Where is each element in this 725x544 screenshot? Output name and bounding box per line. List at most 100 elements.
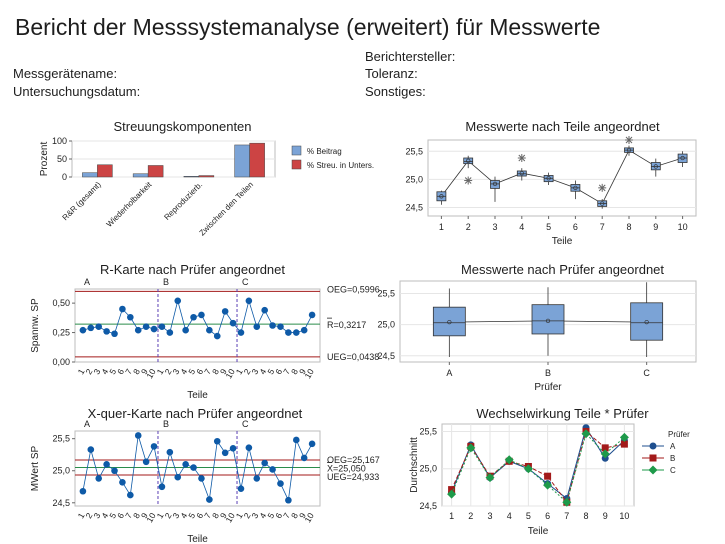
r-chart-xtick-label: 8 xyxy=(210,367,221,376)
xbar-chart-point xyxy=(182,461,189,468)
r-chart-xtick-label: 10 xyxy=(144,367,158,380)
by-part-xlabel: Teile xyxy=(552,236,573,247)
interaction-xtick-label: 3 xyxy=(487,511,492,521)
interaction-xtick-label: 6 xyxy=(545,511,550,521)
r-chart-xtick-label: 1 xyxy=(155,367,166,376)
interaction-legend-marker xyxy=(648,465,658,475)
r-chart-point xyxy=(237,329,245,336)
r-chart-xtick-label: 6 xyxy=(194,367,205,376)
xbar-chart-xtick-label: 2 xyxy=(84,511,95,520)
by-operator-mean-marker xyxy=(447,319,452,325)
by-part-mean-marker xyxy=(492,181,498,187)
xbar-chart-xtick-label: 6 xyxy=(115,511,126,520)
interaction-point xyxy=(544,472,552,480)
xbar-chart-xtick-label: 8 xyxy=(289,511,300,520)
interaction-point xyxy=(466,443,476,453)
r-chart-center-label: R=0,3217 xyxy=(327,320,366,330)
xbar-chart-xtick-label: 3 xyxy=(249,511,260,520)
interaction-point xyxy=(601,444,609,452)
by-part-outlier xyxy=(517,154,526,163)
r-chart-point xyxy=(285,329,292,336)
r-chart-point xyxy=(79,326,87,334)
xbar-chart-frame xyxy=(74,430,321,507)
xbar-chart-group-label: C xyxy=(242,419,249,429)
variance-bar xyxy=(249,142,265,178)
r-chart-point xyxy=(174,297,182,305)
xbar-chart-group-label: B xyxy=(163,419,169,429)
interaction-legend-label: C xyxy=(670,466,676,475)
interaction-xtick-label: 5 xyxy=(526,511,531,521)
by-operator-mean-marker xyxy=(545,318,551,324)
r-chart-xtick-label: 7 xyxy=(202,367,213,376)
interaction-point xyxy=(543,480,553,490)
r-chart-group-label: B xyxy=(163,277,169,287)
by-operator-xlabel: Prüfer xyxy=(534,382,562,393)
xbar-chart-point xyxy=(127,491,134,499)
r-chart-xtick-label: 3 xyxy=(91,367,102,376)
r-chart-xtick-label: 3 xyxy=(249,367,260,376)
r-chart-point xyxy=(198,311,205,319)
r-chart-point xyxy=(229,319,237,327)
r-chart-point xyxy=(190,313,197,321)
by-part-mean-marker xyxy=(439,194,444,199)
xbar-chart-xtick-label: 10 xyxy=(223,511,237,524)
interaction-point xyxy=(562,497,572,507)
xbar-chart-point xyxy=(213,437,221,445)
variance-bar xyxy=(234,144,250,178)
interaction-legend-marker xyxy=(649,442,657,450)
xbar-chart-xtick-label: 1 xyxy=(76,511,87,520)
r-chart-xtick-label: 3 xyxy=(170,367,181,376)
r-chart-xtick-label: 6 xyxy=(115,367,126,376)
by-part-mean-marker xyxy=(519,171,524,176)
by-operator-ytick-label: 25,0 xyxy=(377,320,395,330)
by-part-mean-marker xyxy=(546,176,551,181)
r-chart-xtick-label: 9 xyxy=(139,367,150,376)
xbar-chart-xlabel: Teile xyxy=(187,534,208,544)
r-chart-group-label: A xyxy=(84,277,90,287)
r-chart-point xyxy=(182,326,189,334)
by-part-outlier xyxy=(464,176,473,185)
r-chart-xtick-label: 4 xyxy=(99,367,110,376)
by-operator-xtick-label: B xyxy=(545,368,551,378)
xbar-chart-xtick-label: 8 xyxy=(210,511,221,520)
r-chart-xtick-label: 10 xyxy=(223,367,237,380)
by-part-box xyxy=(463,157,474,165)
by-operator-mean-marker xyxy=(644,319,649,325)
r-chart-title: R-Karte nach Prüfer angeordnet xyxy=(100,262,285,277)
by-part-xtick-label: 4 xyxy=(519,222,524,232)
xbar-chart-xtick-label: 5 xyxy=(265,511,276,520)
xbar-chart-xtick-label: 3 xyxy=(170,511,181,520)
xbar-chart-point xyxy=(229,445,237,452)
xbar-chart-point xyxy=(300,454,308,462)
r-chart-point xyxy=(87,324,95,332)
variance-bar xyxy=(132,173,149,178)
by-part-xtick-label: 9 xyxy=(653,222,658,232)
xbar-chart-xtick-label: 2 xyxy=(163,511,174,520)
r-chart-point xyxy=(150,325,158,333)
by-part-ytick-label: 25,0 xyxy=(405,174,423,184)
by-part-frame xyxy=(427,139,697,217)
xbar-chart-xtick-label: 5 xyxy=(107,511,118,520)
r-chart-point xyxy=(292,329,300,336)
interaction-xtick-label: 8 xyxy=(583,511,588,521)
interaction-xtick-label: 10 xyxy=(619,511,629,521)
reporter-label: Berichtersteller: xyxy=(365,49,456,64)
interaction-series-line xyxy=(451,426,625,500)
r-chart-point xyxy=(206,326,213,334)
r-chart-group-label: C xyxy=(242,277,249,287)
by-part-xtick-label: 3 xyxy=(492,222,497,232)
xbar-chart-point xyxy=(269,466,276,473)
by-part-mean-marker xyxy=(573,185,578,191)
xbar-chart-xtick-label: 10 xyxy=(144,511,158,524)
r-chart-ytick-label: 0,25 xyxy=(52,328,70,338)
interaction-xtick-label: 7 xyxy=(564,511,569,521)
by-part-ytick-label: 24,5 xyxy=(405,203,423,213)
xbar-chart-point xyxy=(245,444,253,451)
variance-bar xyxy=(183,176,200,178)
interaction-point xyxy=(619,432,629,442)
r-chart-xtick-label: 5 xyxy=(186,367,197,376)
interaction-xtick-label: 1 xyxy=(449,511,454,521)
variance-ytick-label: 100 xyxy=(52,136,67,146)
r-chart-xtick-label: 2 xyxy=(84,367,95,376)
